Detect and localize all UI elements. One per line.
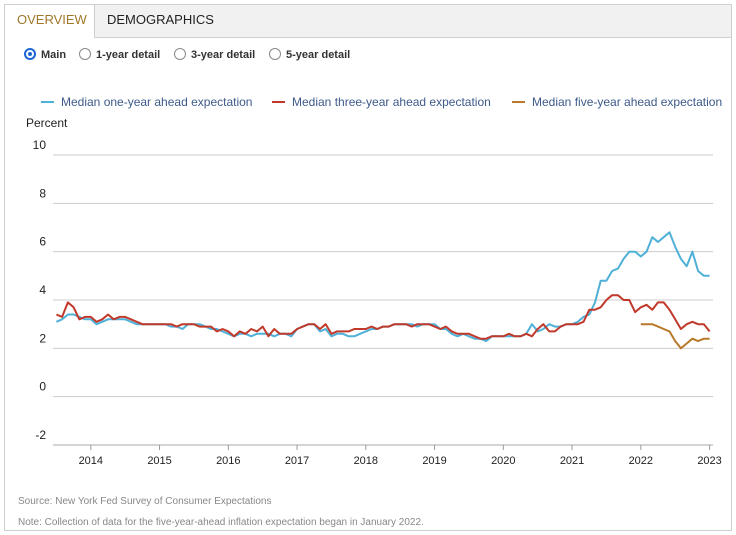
x-tick-label: 2015: [147, 455, 171, 467]
y-tick-label: -2: [35, 428, 46, 442]
radio-3-year-circle[interactable]: [174, 48, 186, 60]
legend-item-2[interactable]: Median three-year ahead expectation: [292, 95, 491, 109]
y-tick-label: 8: [39, 186, 46, 200]
radio-5-year-circle[interactable]: [269, 48, 281, 60]
x-tick-label: 2017: [285, 455, 309, 467]
legend: Median one-year ahead expectation Median …: [41, 95, 722, 109]
legend-item-1[interactable]: Median one-year ahead expectation: [61, 95, 252, 109]
y-tick-labels: 10 8 6 4 2 0 -2: [33, 138, 47, 442]
series-line-2: [56, 294, 711, 340]
x-tick-label: 2021: [560, 455, 584, 467]
y-axis-label: Percent: [26, 116, 68, 130]
radio-5-year-label: 5-year detail: [286, 49, 351, 61]
x-tick-label: 2014: [79, 455, 103, 467]
tab-demographics[interactable]: DEMOGRAPHICS: [107, 12, 214, 27]
x-tick-label: 2023: [697, 455, 721, 467]
x-tick-label: 2022: [629, 455, 653, 467]
legend-item-3[interactable]: Median five-year ahead expectation: [532, 95, 722, 109]
radio-main-label: Main: [41, 49, 67, 61]
x-axis: 2014 2015 2016 2017 2018 2019 2020 2021 2022 2023: [53, 444, 722, 467]
x-tick-label: 2020: [491, 455, 515, 467]
y-tick-label: 10: [33, 138, 47, 152]
source-note: Source: New York Fed Survey of Consumer …: [18, 496, 272, 507]
x-tick-label: 2019: [422, 455, 446, 467]
radio-1-year-circle[interactable]: [79, 48, 91, 60]
radio-1-year-label: 1-year detail: [96, 49, 161, 61]
radio-main-circle[interactable]: [24, 48, 36, 60]
y-tick-label: 4: [39, 283, 46, 297]
series-lines: [55, 231, 711, 350]
series-line-3: [640, 323, 710, 350]
footnote: Note: Collection of data for the five-ye…: [18, 517, 424, 528]
x-tick-label: 2018: [354, 455, 378, 467]
y-tick-label: 0: [39, 380, 46, 394]
tab-bar: OVERVIEW DEMOGRAPHICS: [5, 5, 731, 38]
y-tick-label: 6: [39, 235, 46, 249]
radio-3-year-label: 3-year detail: [191, 49, 256, 61]
y-tick-label: 2: [39, 331, 46, 345]
tab-overview[interactable]: OVERVIEW: [5, 5, 95, 38]
x-tick-label: 2016: [216, 455, 240, 467]
chart-widget: OVERVIEW DEMOGRAPHICS Main 1-year detail…: [4, 4, 732, 531]
gridlines: [53, 154, 713, 446]
